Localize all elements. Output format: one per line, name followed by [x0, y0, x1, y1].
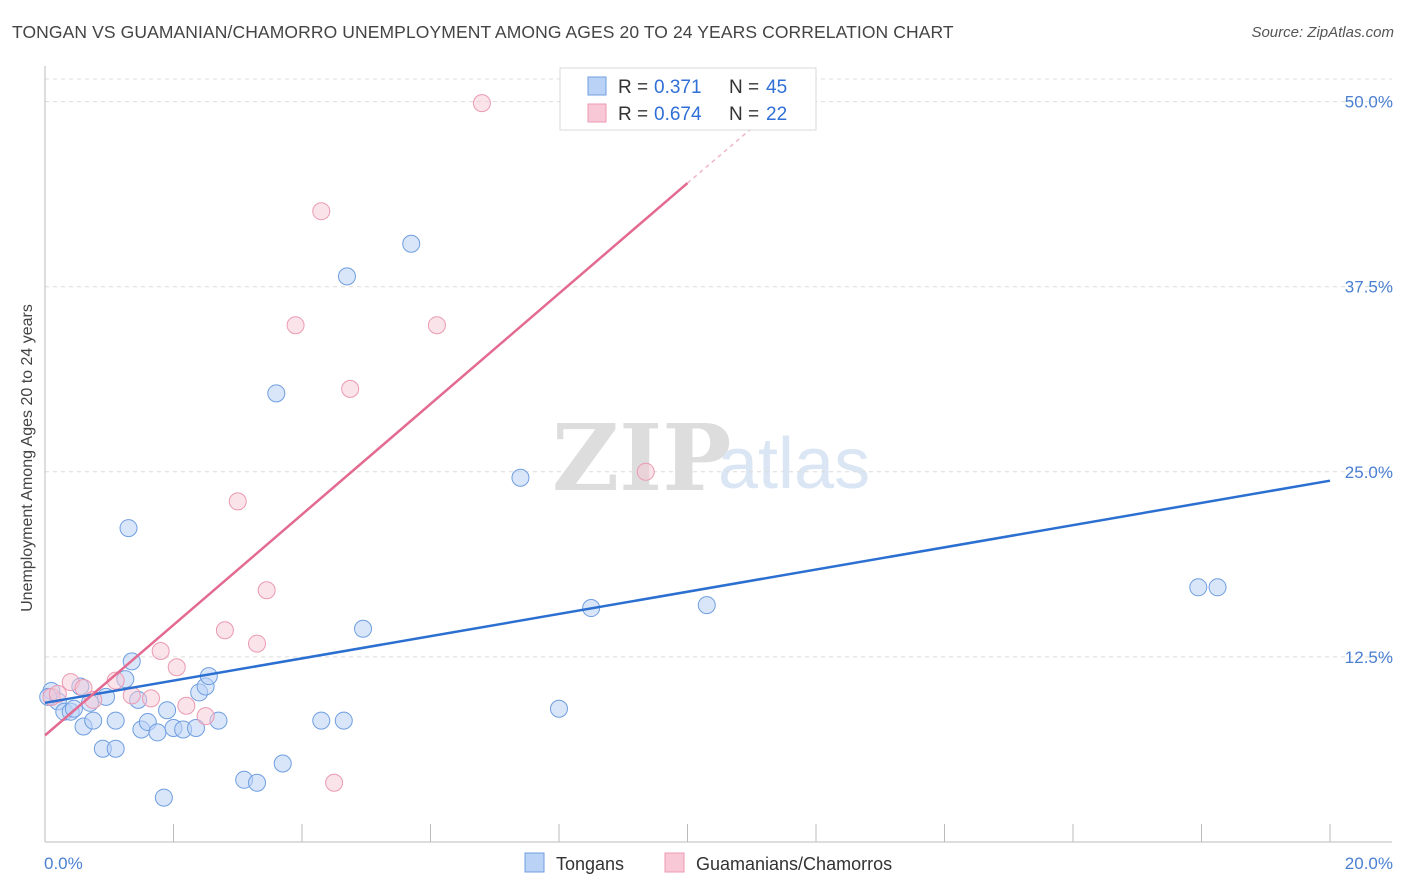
guamanians-point [325, 773, 344, 792]
legend-n-label-2: N = [729, 104, 759, 125]
y-tick-labels: 12.5% 25.0% 37.5% 50.0% [1345, 93, 1393, 667]
tongans-point [312, 711, 331, 730]
guamanians-point [286, 316, 305, 335]
y-tick-label: 50.0% [1345, 93, 1393, 112]
guamanians-point [167, 658, 186, 677]
tongans-point [154, 788, 173, 807]
legend-n-label-1: N = [729, 77, 759, 98]
guamanians-points [42, 94, 655, 792]
series-label-guamanians: Guamanians/Chamorros [696, 854, 892, 874]
y-tick-label: 37.5% [1345, 278, 1393, 297]
legend-n-value-2: 22 [766, 104, 787, 125]
chart-title: TONGAN VS GUAMANIAN/CHAMORRO UNEMPLOYMEN… [12, 22, 954, 42]
series-label-tongans: Tongans [556, 854, 624, 874]
tongans-point [148, 723, 167, 742]
guamanians-point [228, 492, 247, 511]
x-tick-labels: 0.0% 20.0% [44, 854, 1393, 873]
tongans-point [84, 711, 103, 730]
x-tick-label: 0.0% [44, 854, 83, 873]
legend-swatch-tongans [587, 76, 607, 96]
tongans-point [1208, 578, 1227, 597]
stats-legend: R = 0.371 N = 45 R = 0.674 N = 22 [559, 67, 817, 131]
tongans-point [337, 267, 356, 286]
guamanians-point [142, 689, 161, 708]
axes [44, 66, 1392, 843]
guamanians-point [151, 641, 170, 660]
tongans-points [39, 234, 1227, 807]
source-credit: Source: ZipAtlas.com [1251, 24, 1394, 41]
y-tick-label: 25.0% [1345, 463, 1393, 482]
grid-lines [45, 78, 1392, 658]
watermark-zip: ZIP [552, 404, 731, 512]
x-tick-label: 20.0% [1345, 854, 1393, 873]
guamanians-point [196, 707, 215, 726]
tongans-point [273, 754, 292, 773]
tongans-point [248, 773, 267, 792]
tongans-point [1189, 578, 1208, 597]
watermark-atlas: atlas [718, 424, 870, 504]
y-tick-label: 12.5% [1345, 648, 1393, 667]
guamanians-trend-line [44, 182, 689, 737]
tongans-point [354, 619, 373, 638]
tongans-point [402, 234, 421, 253]
guamanians-point [636, 462, 655, 481]
guamanians-trend-extension [687, 127, 753, 184]
tongans-point [186, 718, 205, 737]
tongans-trend-line [44, 479, 1331, 705]
series-legend: Tongans Guamanians/Chamorros [524, 852, 892, 874]
guamanians-point [215, 621, 234, 640]
guamanians-point [177, 696, 196, 715]
guamanians-point [48, 684, 67, 703]
guamanians-point [257, 581, 276, 600]
guamanians-point [472, 94, 491, 113]
guamanians-point [341, 379, 360, 398]
legend-r-value-2: 0.674 [654, 104, 702, 125]
tongans-point [334, 711, 353, 730]
trend-lines [44, 127, 1331, 737]
legend-r-label-2: R = [618, 104, 648, 125]
tongans-point [267, 384, 286, 403]
guamanians-point [427, 316, 446, 335]
tongans-point [106, 711, 125, 730]
tongans-point [106, 739, 125, 758]
guamanians-point [312, 202, 331, 221]
tongans-point [119, 519, 138, 538]
tongans-point [511, 468, 530, 487]
legend-n-value-1: 45 [766, 77, 787, 98]
tongans-point [550, 699, 568, 718]
series-swatch-tongans [524, 852, 545, 873]
tongans-point [697, 596, 716, 615]
legend-r-label-1: R = [618, 77, 648, 98]
legend-swatch-guamanians [587, 103, 607, 123]
tongans-point [158, 701, 177, 720]
series-swatch-guamanians [664, 852, 685, 873]
legend-r-value-1: 0.371 [654, 77, 702, 98]
guamanians-point [248, 634, 267, 653]
